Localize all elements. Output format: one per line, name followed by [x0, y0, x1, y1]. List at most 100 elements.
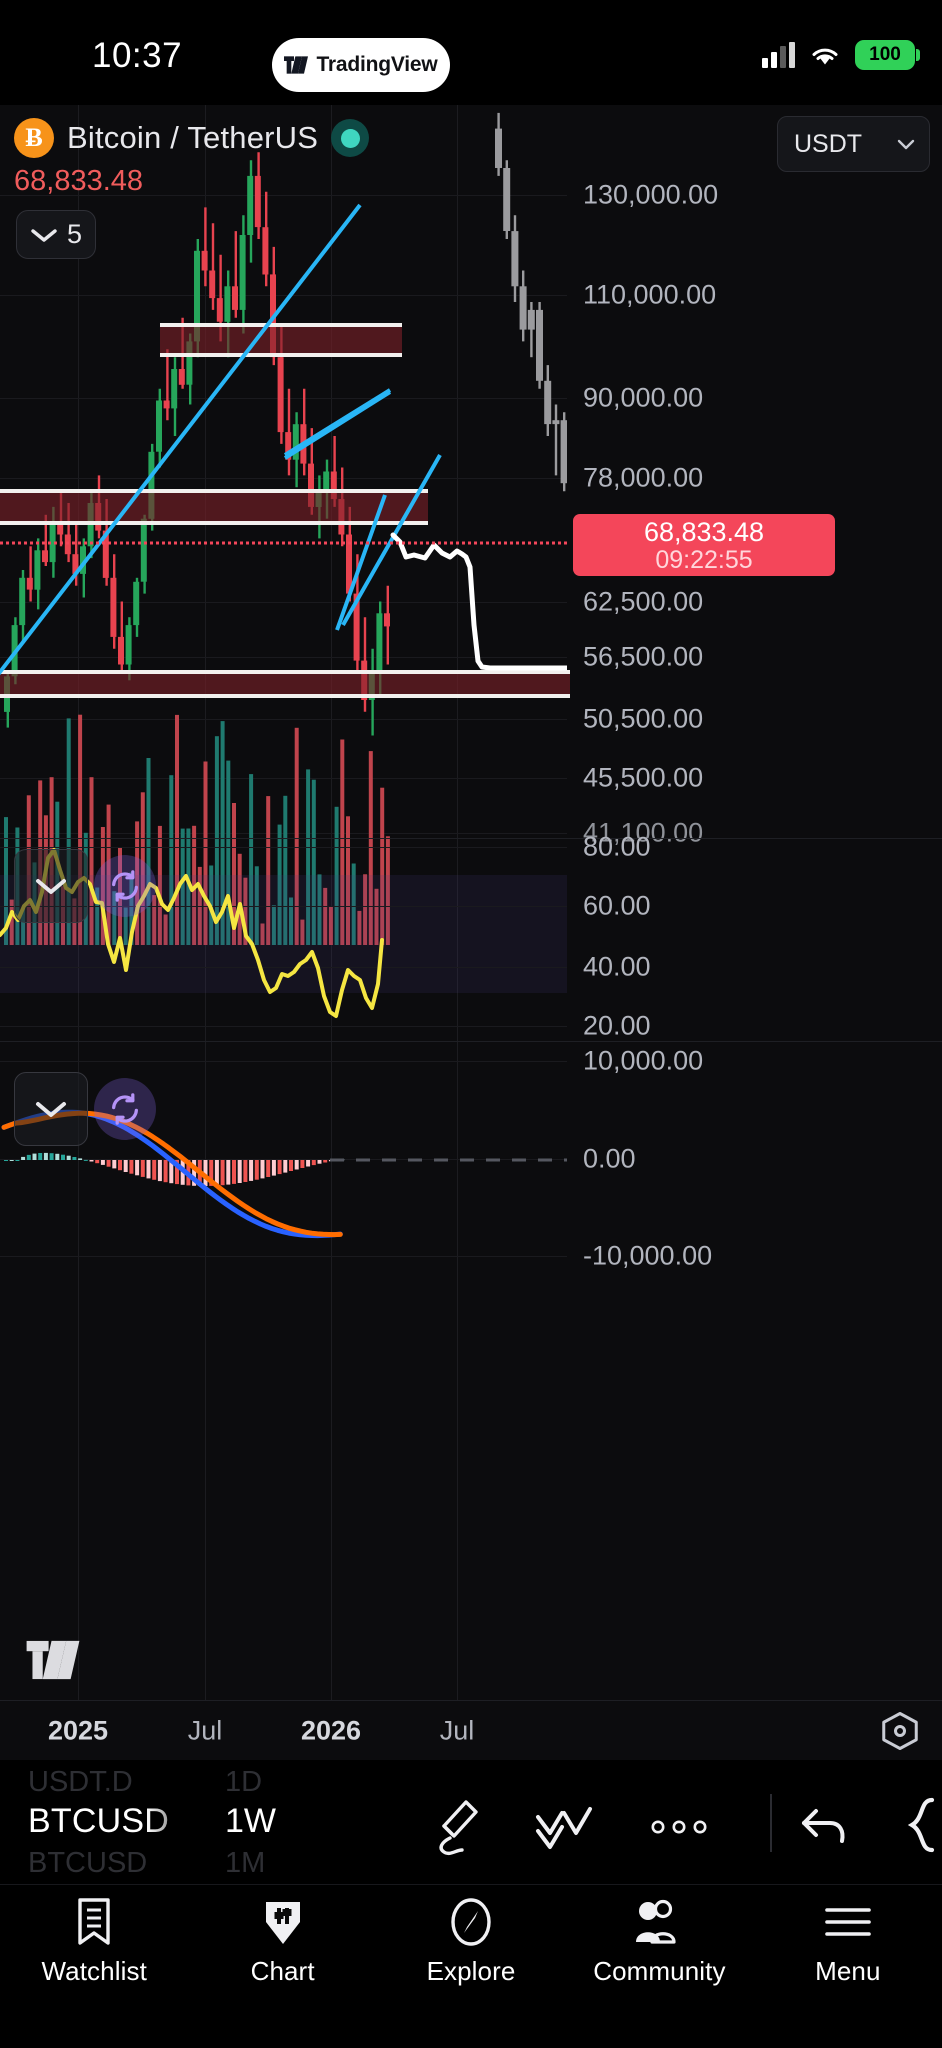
active-timeframe-label[interactable]: 1W — [225, 1802, 276, 1840]
tradingview-watermark-icon — [26, 1640, 80, 1680]
crosshair-target-icon[interactable] — [880, 1711, 920, 1751]
chevron-down-icon — [897, 139, 915, 149]
symbol-last-price: 68,833.48 — [14, 165, 144, 197]
rsi-axis-label: 40.00 — [583, 951, 651, 982]
nav-label-community: Community — [593, 1956, 726, 1986]
chart-tools — [430, 1796, 710, 1858]
draw-pen-icon[interactable] — [430, 1796, 482, 1858]
app-name-label: TradingView — [316, 53, 438, 76]
supply-zone-upper — [160, 323, 402, 357]
drawing-count-chip[interactable]: 5 — [16, 210, 96, 259]
price-axis-label: 45,500.00 — [583, 762, 704, 793]
rsi-collapse-button[interactable] — [14, 849, 88, 923]
unit-selector-value: USDT — [794, 129, 863, 158]
drawing-count-value: 5 — [66, 219, 83, 249]
watchlist-icon — [72, 1898, 116, 1945]
refresh-icon — [112, 1093, 138, 1125]
explore-compass-icon — [447, 1898, 495, 1946]
chevron-down-icon — [36, 879, 66, 894]
chart-actions — [800, 1796, 942, 1854]
time-axis[interactable]: 2025 Jul 2026 Jul — [0, 1700, 942, 1760]
bitcoin-glyph: Ƀ — [25, 123, 43, 152]
refresh-icon — [112, 870, 138, 902]
price-axis-label: 50,500.00 — [583, 703, 704, 734]
price-axis-label: 56,500.00 — [583, 641, 704, 672]
supply-zone-mid — [0, 489, 428, 525]
bottom-navigation: Watchlist Chart — [0, 1885, 942, 2048]
symbol-header[interactable]: Ƀ Bitcoin / TetherUS — [14, 118, 370, 158]
active-symbol-label[interactable]: BTCUSD — [28, 1802, 169, 1840]
macd-collapse-button[interactable] — [14, 1072, 88, 1146]
unit-selector[interactable]: USDT — [777, 116, 930, 172]
nav-item-watchlist[interactable]: Watchlist — [0, 1898, 188, 2048]
symbol-timeframe-strip[interactable]: USDT.D 1D BTCUSD 1W — [0, 1760, 942, 1885]
nav-label-chart: Chart — [250, 1956, 315, 1986]
symbol-timeframe-row: BTCUSD 1W — [0, 1794, 942, 1856]
time-axis-label: Jul — [439, 1715, 475, 1746]
price-axis-label: 110,000.00 — [583, 279, 717, 310]
layout-icon[interactable] — [902, 1796, 942, 1854]
rsi-axis-label: 60.00 — [583, 890, 651, 921]
chevron-down-icon — [31, 228, 57, 242]
nav-item-menu[interactable]: Menu — [754, 1899, 942, 2048]
price-axis-background[interactable] — [567, 105, 942, 1700]
timeframe-picker-next[interactable]: 1M — [225, 1847, 266, 1879]
status-bar-clock: 10:37 — [92, 36, 183, 75]
rsi-pane-divider — [0, 838, 942, 839]
status-bar: 10:37 TradingView 100 — [0, 0, 942, 105]
rsi-axis-label: 80.00 — [583, 831, 651, 862]
chart-icon — [260, 1899, 306, 1945]
bar-countdown: 09:22:55 — [655, 545, 753, 574]
chart-canvas[interactable]: 68,833.48 09:22:55 130,000.00 110,000.00… — [0, 105, 942, 1700]
forecast-projection-line — [390, 532, 567, 671]
price-axis-label: 41,100.00 — [583, 817, 704, 848]
battery-tip — [916, 49, 920, 61]
rsi-axis-label: 20.00 — [583, 1010, 651, 1041]
current-price-badge[interactable]: 68,833.48 09:22:55 — [573, 514, 835, 576]
market-open-dot-icon — [331, 119, 370, 157]
time-axis-label: Jul — [187, 1715, 223, 1746]
macd-axis-label: 10,000.00 — [583, 1045, 704, 1076]
bitcoin-icon: Ƀ — [14, 118, 54, 158]
hamburger-menu-icon — [823, 1899, 873, 1945]
app-name-pill: TradingView — [272, 38, 450, 92]
time-axis-label: 2026 — [300, 1715, 362, 1746]
toolbar-divider — [770, 1794, 772, 1852]
price-axis-label: 90,000.00 — [583, 382, 704, 413]
nav-label-menu: Menu — [815, 1956, 881, 1986]
current-price-value: 68,833.48 — [643, 516, 765, 547]
battery-level-label: 100 — [869, 44, 901, 65]
chevron-down-icon — [36, 1102, 66, 1117]
wifi-icon — [812, 48, 838, 65]
battery-icon: 100 — [855, 40, 915, 70]
cellular-signal-icon — [762, 42, 795, 68]
nav-label-watchlist: Watchlist — [41, 1956, 147, 1986]
nav-item-community[interactable]: Community — [565, 1899, 753, 2048]
tradingview-logo-icon — [284, 56, 309, 74]
demand-zone-lower — [0, 670, 570, 698]
symbol-picker-next[interactable]: BTCUSD — [28, 1847, 148, 1879]
symbol-name-label: Bitcoin / TetherUS — [67, 120, 319, 155]
macd-axis-label: 0.00 — [583, 1143, 636, 1174]
community-people-icon — [632, 1899, 686, 1945]
rsi-refresh-button[interactable] — [94, 855, 156, 917]
nav-item-chart[interactable]: Chart — [188, 1899, 376, 2048]
price-axis-label: 78,000.00 — [583, 462, 704, 493]
symbol-picker-prev[interactable]: USDT.D — [28, 1766, 133, 1798]
macd-pane-divider — [0, 1041, 942, 1042]
nav-item-explore[interactable]: Explore — [377, 1898, 565, 2048]
current-price-line — [0, 541, 567, 545]
status-bar-indicators: 100 — [762, 40, 920, 70]
indicators-icon[interactable] — [534, 1803, 596, 1851]
trendline-overlays — [0, 203, 442, 676]
undo-icon[interactable] — [800, 1803, 850, 1847]
more-options-icon[interactable] — [648, 1817, 710, 1837]
timeframe-picker-prev[interactable]: 1D — [225, 1766, 263, 1798]
price-axis-label: 130,000.00 — [583, 179, 719, 210]
macd-axis-label: -10,000.00 — [583, 1240, 713, 1271]
nav-label-explore: Explore — [426, 1956, 516, 1986]
price-axis-label: 62,500.00 — [583, 586, 704, 617]
time-axis-label: 2025 — [47, 1715, 109, 1746]
macd-refresh-button[interactable] — [94, 1078, 156, 1140]
